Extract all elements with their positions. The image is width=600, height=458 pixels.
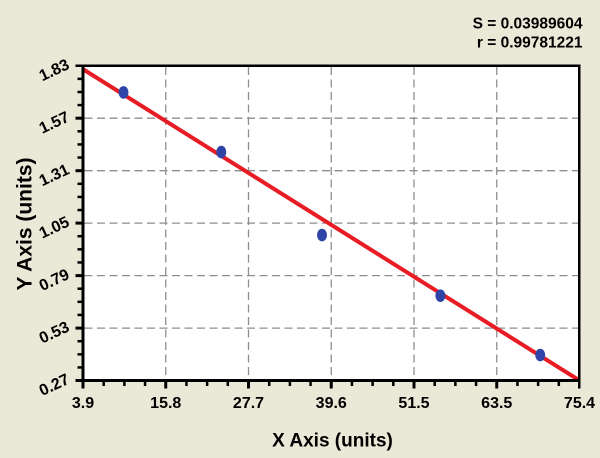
svg-text:63.5: 63.5	[481, 395, 512, 412]
svg-text:27.7: 27.7	[233, 395, 264, 412]
svg-text:X Axis (units): X Axis (units)	[272, 431, 393, 452]
svg-text:r = 0.99781221: r = 0.99781221	[477, 35, 583, 52]
svg-text:39.6: 39.6	[316, 395, 347, 412]
svg-text:51.5: 51.5	[398, 395, 429, 412]
svg-text:Y Axis (units): Y Axis (units)	[14, 157, 37, 290]
svg-text:75.4: 75.4	[564, 395, 595, 412]
svg-text:S = 0.03989604: S = 0.03989604	[473, 16, 583, 33]
svg-text:3.9: 3.9	[72, 395, 94, 412]
svg-text:15.8: 15.8	[150, 395, 181, 412]
